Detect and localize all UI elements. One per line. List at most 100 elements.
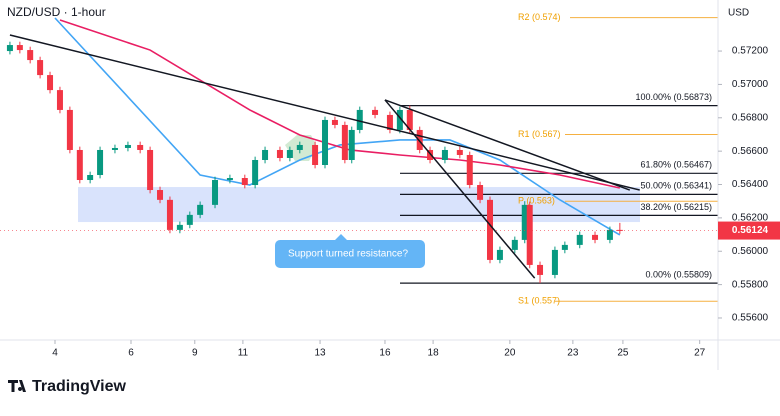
candle-body	[286, 149, 293, 158]
candle-body	[262, 149, 269, 160]
x-tick-label: 4	[52, 348, 58, 359]
candle-body	[511, 239, 518, 250]
trendline	[9, 34, 640, 191]
candle-body	[521, 204, 528, 240]
candle-body	[66, 109, 73, 150]
y-tick-label: 0.55600	[732, 313, 769, 324]
candle-body	[416, 129, 423, 150]
logo-mark	[8, 380, 26, 392]
pivot-label: S1 (0.557)	[518, 296, 560, 306]
x-tick-label: 16	[379, 348, 391, 359]
candle-body	[441, 149, 448, 160]
x-tick-label: 13	[314, 348, 326, 359]
moving-average	[59, 19, 621, 189]
candle-body	[147, 149, 154, 191]
candle-body	[226, 178, 233, 181]
x-tick-label: 20	[504, 348, 516, 359]
candle-body	[212, 180, 219, 205]
candle-body	[47, 75, 54, 91]
candle-body	[197, 204, 204, 215]
trendline	[384, 99, 536, 279]
brand-logo: TradingView	[8, 378, 127, 395]
candle-body	[592, 234, 599, 240]
last-price-tag	[718, 221, 780, 240]
candle-body	[526, 204, 533, 265]
x-tick-label: 27	[694, 348, 706, 359]
x-tick-label: 9	[192, 348, 198, 359]
x-tick-label: 6	[128, 348, 134, 359]
callout-text: Support turned resistance?	[288, 249, 409, 260]
pivot-label: R2 (0.574)	[518, 12, 561, 22]
candle-body	[372, 109, 379, 115]
candle-body	[396, 109, 403, 130]
candle-body	[97, 149, 104, 176]
candle-body	[37, 60, 44, 76]
candle-body	[137, 144, 144, 150]
candle-body	[176, 224, 183, 230]
y-tick-label: 0.56800	[732, 112, 769, 123]
candle-body	[341, 124, 348, 160]
candle-body	[76, 149, 83, 181]
candle-body	[166, 199, 173, 230]
candle-body	[186, 214, 193, 225]
candle-body	[276, 149, 283, 158]
y-tick-label: 0.55800	[732, 279, 769, 290]
candle-body	[27, 50, 34, 61]
x-tick-label: 25	[617, 348, 629, 359]
candle-body	[466, 154, 473, 186]
candle-body	[296, 144, 303, 150]
fib-label: 61.80% (0.56467)	[640, 160, 712, 170]
candle-body	[252, 159, 259, 186]
candle-body	[356, 109, 363, 130]
candle-body	[551, 249, 558, 275]
fib-label: 100.00% (0.56873)	[635, 92, 712, 102]
candle-body	[312, 144, 319, 165]
trendline	[384, 99, 631, 191]
candle-body	[576, 234, 583, 245]
x-tick-label: 23	[567, 348, 579, 359]
candle-body	[616, 229, 623, 231]
candle-body	[124, 144, 131, 148]
candle-body	[486, 199, 493, 260]
plot-area: R2 (0.574) R1 (0.567) P (0.563) S1 (0.557) 1…	[0, 12, 718, 306]
callout-box	[275, 234, 425, 268]
candle-body	[16, 45, 23, 51]
candle-body	[386, 114, 393, 130]
fib-label: 0.00% (0.55809)	[645, 269, 712, 279]
candle-body	[157, 190, 164, 200]
x-tick-label: 18	[428, 348, 440, 359]
candle-body	[322, 119, 329, 165]
candle-body	[537, 264, 544, 275]
candle-body	[606, 229, 613, 240]
y-tick-label: 0.56000	[732, 246, 769, 257]
candle-body	[331, 119, 338, 125]
y-tick-label: 0.56600	[732, 146, 769, 157]
moving-average	[54, 17, 621, 236]
y-tick-label: 0.56200	[732, 213, 769, 224]
candle-body	[348, 129, 355, 160]
last-price-label: 0.56124	[732, 225, 769, 236]
currency: USD	[728, 8, 749, 19]
candle-body	[241, 178, 248, 186]
pivot-label: R1 (0.567)	[518, 129, 561, 139]
y-tick-label: 0.57200	[732, 46, 769, 57]
fib-label: 50.00% (0.56341)	[640, 181, 712, 191]
fib-label: 38.20% (0.56215)	[640, 202, 712, 212]
y-tick-label: 0.57000	[732, 79, 769, 90]
chart-title: NZD/USD · 1-hour	[7, 5, 106, 19]
candle-body	[56, 90, 63, 110]
candle-body	[561, 244, 568, 250]
candle-body	[477, 185, 484, 200]
candle-body	[6, 45, 13, 52]
y-tick-label: 0.56400	[732, 179, 769, 190]
candle-body	[406, 109, 413, 130]
candle-body	[496, 249, 503, 260]
pivot-label: P (0.563)	[518, 196, 555, 206]
candle-body	[456, 149, 463, 155]
candle-body	[427, 149, 434, 160]
brand-name: TradingView	[32, 378, 127, 395]
x-tick-label: 11	[238, 348, 249, 359]
candle-body	[111, 147, 118, 150]
